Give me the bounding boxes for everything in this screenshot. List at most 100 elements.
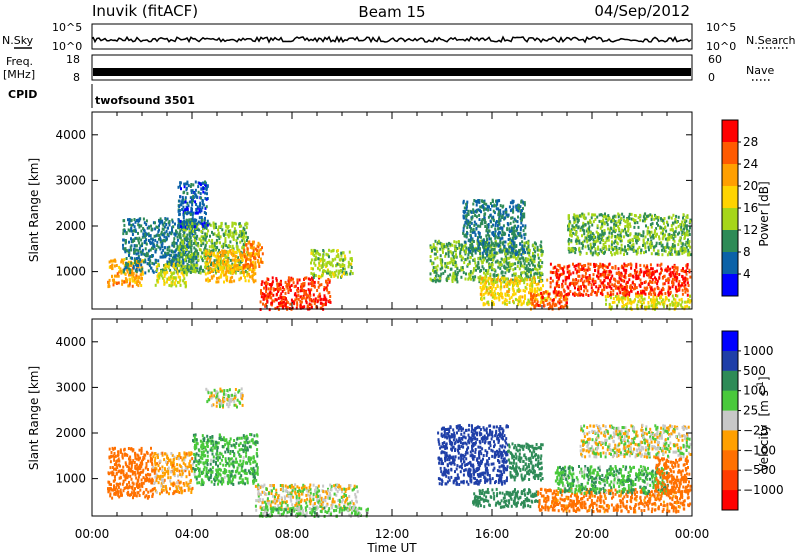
range-cell <box>590 263 592 266</box>
range-cell <box>609 273 611 276</box>
range-cell <box>528 270 530 273</box>
range-cell <box>239 230 241 233</box>
range-cell <box>144 271 146 274</box>
range-cell <box>198 259 200 262</box>
range-cell <box>459 269 461 272</box>
range-cell <box>200 230 202 233</box>
range-cell <box>186 248 188 251</box>
range-cell <box>178 270 180 273</box>
range-cell <box>194 219 196 222</box>
range-cell <box>530 282 532 285</box>
range-cell <box>159 248 161 251</box>
range-cell <box>662 283 664 286</box>
range-cell <box>328 255 330 258</box>
range-cell <box>134 249 136 252</box>
range-cell <box>463 210 465 213</box>
range-cell <box>332 264 334 267</box>
range-cell <box>136 257 138 260</box>
range-cell <box>342 267 344 270</box>
range-cell <box>576 264 578 267</box>
range-cell <box>497 292 499 295</box>
range-cell <box>662 277 664 280</box>
range-cell <box>512 268 514 271</box>
range-cell <box>659 264 661 267</box>
range-cell <box>688 230 690 233</box>
range-cell <box>487 209 489 212</box>
range-cell <box>505 294 507 297</box>
range-cell <box>221 222 223 225</box>
range-cell <box>351 266 353 269</box>
range-cell <box>299 279 301 282</box>
range-cell <box>255 266 257 269</box>
range-cell <box>129 283 131 286</box>
range-cell <box>265 290 267 293</box>
range-cell <box>592 238 594 241</box>
range-cell <box>537 287 539 290</box>
range-cell <box>179 195 181 198</box>
range-cell <box>329 273 331 276</box>
range-cell <box>667 266 669 269</box>
range-cell <box>456 267 458 270</box>
range-cell <box>158 275 160 278</box>
range-cell <box>166 230 168 233</box>
range-cell <box>309 299 311 302</box>
range-cell <box>579 263 581 266</box>
range-cell <box>191 201 193 204</box>
range-cell <box>437 274 439 277</box>
range-cell <box>622 266 624 269</box>
range-cell <box>447 262 449 265</box>
range-cell <box>112 259 114 262</box>
range-cell <box>494 294 496 297</box>
range-cell <box>493 255 495 258</box>
range-cell <box>205 212 207 215</box>
range-cell <box>225 251 227 254</box>
range-cell <box>611 283 613 286</box>
range-cell <box>430 246 432 249</box>
range-cell <box>272 276 274 279</box>
range-cell <box>594 243 596 246</box>
range-cell <box>516 227 518 230</box>
range-cell <box>234 259 236 262</box>
range-cell <box>267 278 269 281</box>
range-cell <box>521 240 523 243</box>
range-cell <box>148 232 150 235</box>
range-cell <box>181 208 183 211</box>
range-cell <box>664 275 666 278</box>
range-cell <box>251 247 253 250</box>
range-cell <box>455 265 457 268</box>
range-cell <box>584 240 586 243</box>
range-cell <box>482 255 484 258</box>
range-cell <box>117 272 119 275</box>
range-cell <box>465 246 467 249</box>
range-cell <box>534 246 536 249</box>
range-cell <box>207 229 209 232</box>
range-cell <box>234 227 236 230</box>
range-cell <box>501 258 503 261</box>
range-cell <box>476 204 478 207</box>
range-cell <box>500 288 502 291</box>
range-cell <box>157 259 159 262</box>
range-cell <box>189 242 191 245</box>
range-cell <box>228 264 230 267</box>
range-cell <box>232 269 234 272</box>
range-cell <box>154 235 156 238</box>
range-cell <box>215 265 217 268</box>
range-cell <box>216 277 218 280</box>
range-cell <box>509 205 511 208</box>
range-cell <box>249 275 251 278</box>
range-cell <box>244 276 246 279</box>
range-cell <box>540 241 542 244</box>
range-cell <box>330 301 332 304</box>
range-cell <box>479 206 481 209</box>
range-cell <box>479 225 481 228</box>
range-cell <box>488 205 490 208</box>
range-cell <box>523 259 525 262</box>
range-cell <box>623 263 625 266</box>
range-cell <box>264 304 266 307</box>
range-cell <box>618 267 620 270</box>
range-cell <box>528 262 530 265</box>
range-cell <box>317 281 319 284</box>
range-cell <box>130 246 132 249</box>
ytick-label: 4000 <box>55 128 86 142</box>
range-cell <box>172 250 174 253</box>
